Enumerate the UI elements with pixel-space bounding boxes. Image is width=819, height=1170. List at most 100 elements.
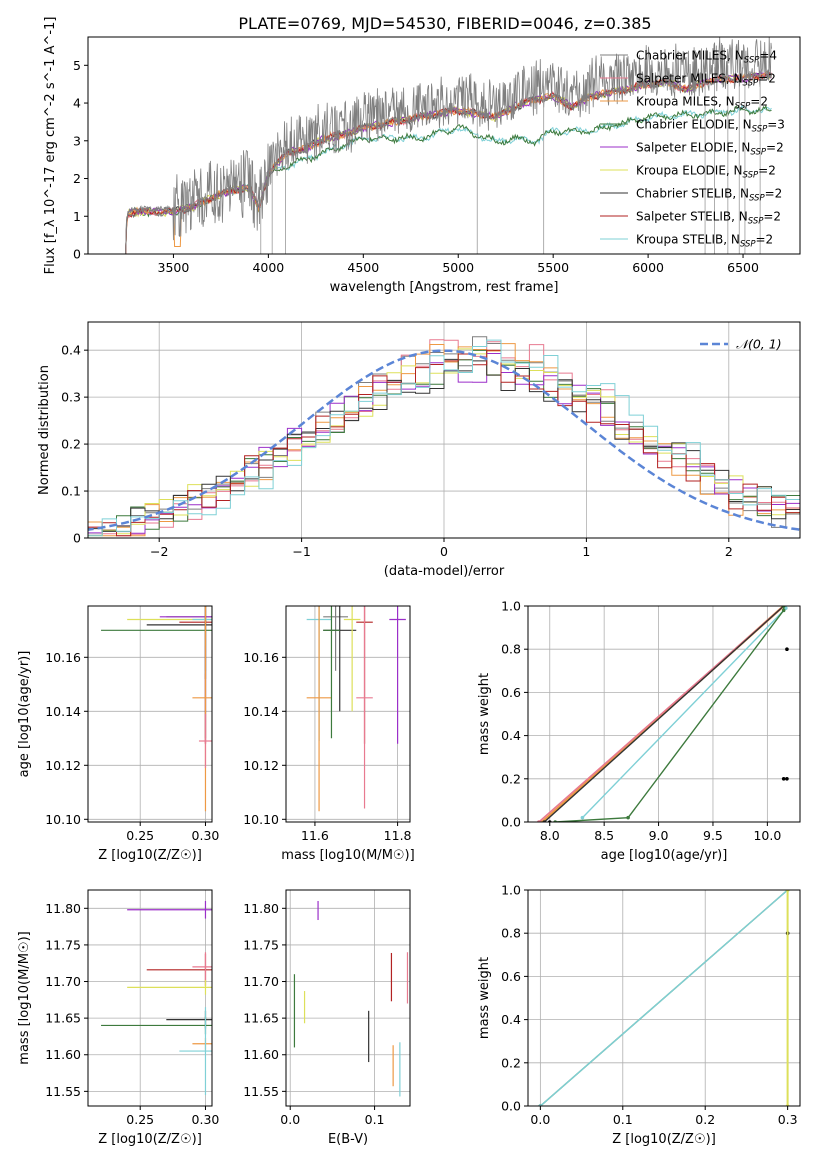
- y-axis-label: Normed distribution: [37, 365, 52, 495]
- y-tick-label: 0.6: [501, 969, 521, 984]
- x-tick-label: 9.5: [703, 828, 723, 843]
- axes-frame: [527, 605, 801, 823]
- mass-weight-point: [626, 815, 630, 820]
- x-tick-label: 8.5: [594, 828, 614, 843]
- x-tick-label: 0: [440, 544, 448, 559]
- mass-weight-point: [785, 777, 789, 781]
- y-tick-label: 0.1: [61, 484, 81, 499]
- x-axis-label: Z [log10(Z/Z☉)]: [98, 848, 202, 863]
- x-tick-label: 11.8: [384, 828, 412, 843]
- plot-area: [537, 606, 789, 822]
- x-tick-label: 8.0: [540, 828, 560, 843]
- y-axis-label: mass weight: [477, 957, 492, 1039]
- x-tick-label: 6500: [727, 260, 759, 275]
- y-tick-label: 0.0: [501, 815, 521, 830]
- x-tick-label: 0.25: [126, 1112, 154, 1127]
- x-axis-label: Z [log10(Z/Z☉)]: [612, 1132, 716, 1147]
- x-tick-label: 4000: [252, 260, 284, 275]
- y-tick-label: 10.12: [45, 758, 81, 773]
- y-tick-label: 11.55: [243, 1084, 279, 1099]
- mass-weight-vs-metallicity-panel: 0.0 0.1 0.2 0.3 0.0 0.2 0.4 0.6 0.8 1.0 Z [log10(Z…: [477, 883, 801, 1147]
- legend-label: Chabrier MILES, NSSP=4: [636, 49, 777, 66]
- axes-frame: [527, 889, 801, 1107]
- axes-frame: [87, 605, 213, 823]
- x-tick-label: 0.2: [695, 1112, 715, 1127]
- y-tick-label: 10.10: [45, 812, 81, 827]
- mass-weight-point: [785, 647, 789, 651]
- x-tick-label: 0.0: [530, 1112, 550, 1127]
- y-tick-label: 0: [73, 247, 81, 262]
- axes-frame: [285, 605, 411, 823]
- y-tick-label: 4: [73, 96, 81, 111]
- legend-label: Chabrier ELODIE, NSSP=3: [636, 118, 785, 135]
- y-tick-label: 0.8: [501, 642, 521, 657]
- y-tick-label: 1.0: [501, 599, 521, 614]
- y-tick-label: 0.4: [61, 343, 81, 358]
- mass-weight-vs-age-panel: 8.0 8.5 9.0 9.5 10.0 0.0 0.2 0.4 0.6 0.8 1.0 age [l…: [477, 599, 801, 863]
- residual-histogram-step: [88, 339, 800, 537]
- y-tick-label: 0.8: [501, 926, 521, 941]
- axes-background: [88, 37, 800, 254]
- age-vs-mass-panel: 11.6 11.8 10.10 10.12 10.14 10.16 mass [log10(…: [243, 605, 415, 863]
- observed-spectrum-line: [122, 37, 772, 254]
- y-tick-label: 0: [73, 531, 81, 546]
- normal-distribution-curve: [88, 349, 800, 532]
- y-tick-label: 10.12: [243, 758, 279, 773]
- y-tick-label: 0.2: [501, 771, 521, 786]
- y-tick-label: 0.3: [61, 390, 81, 405]
- plot-area: [538, 890, 790, 1106]
- y-tick-label: 11.65: [45, 1011, 81, 1026]
- y-tick-label: 10.16: [45, 650, 81, 665]
- y-axis-label: age [log10(age/yr)]: [17, 651, 32, 778]
- y-tick-label: 0.0: [501, 1099, 521, 1114]
- figure-title: PLATE=0769, MJD=54530, FIBERID=0046, z=0…: [238, 14, 651, 33]
- plot-area: [101, 606, 212, 812]
- x-axis-label: age [log10(age/yr)]: [601, 848, 728, 863]
- spectrum-panel: 3500 4000 4500 5000 5500 6000 6500 0 1 2 3 4 5 wavele…: [43, 17, 801, 295]
- x-tick-label: 2: [725, 544, 733, 559]
- x-tick-label: 9.0: [649, 828, 669, 843]
- x-tick-label: 0.0: [280, 1112, 300, 1127]
- y-tick-label: 0.2: [501, 1055, 521, 1070]
- y-tick-label: 10.10: [243, 812, 279, 827]
- plot-area: [88, 336, 800, 537]
- plot-area: [293, 900, 409, 1097]
- y-axis-label: Flux [f_λ 10^-17 erg cm^-2 s^-1 A^-1]: [43, 17, 58, 275]
- residual-histogram-step: [88, 339, 800, 537]
- plot-area: [101, 900, 212, 1096]
- x-tick-label: 0.30: [192, 1112, 220, 1127]
- y-tick-label: 10.16: [243, 650, 279, 665]
- x-tick-label: 5000: [442, 260, 474, 275]
- mass-weight-line: [543, 606, 785, 822]
- x-axis-label: mass [log10(M/M☉)]: [281, 848, 414, 863]
- y-tick-label: 11.80: [243, 901, 279, 916]
- mass-weight-line: [581, 607, 787, 819]
- y-tick-label: 5: [73, 58, 81, 73]
- x-tick-label: 5500: [537, 260, 569, 275]
- y-tick-label: 1.0: [501, 883, 521, 898]
- mass-weight-point: [781, 608, 786, 613]
- y-tick-label: 10.14: [45, 704, 81, 719]
- x-tick-label: 0.1: [613, 1112, 633, 1127]
- y-axis-label: mass [log10(M/M☉)]: [17, 931, 32, 1064]
- legend-label: Kroupa ELODIE, NSSP=2: [636, 164, 776, 181]
- y-tick-label: 11.60: [243, 1047, 279, 1062]
- y-tick-label: 11.80: [45, 901, 81, 916]
- x-axis-label: wavelength [Angstrom, rest frame]: [330, 280, 559, 295]
- y-tick-label: 11.65: [243, 1011, 279, 1026]
- age-vs-metallicity-panel: 0.25 0.30 10.10 10.12 10.14 10.16 Z [log10(Z/Z…: [17, 605, 219, 863]
- x-tick-label: 0.1: [365, 1112, 385, 1127]
- y-tick-label: 10.14: [243, 704, 279, 719]
- x-tick-label: −2: [150, 544, 168, 559]
- y-tick-label: 2: [73, 171, 81, 186]
- legend-label: Kroupa STELIB, NSSP=2: [636, 233, 773, 250]
- y-tick-label: 0.2: [61, 437, 81, 452]
- x-axis-label: Z [log10(Z/Z☉)]: [98, 1132, 202, 1147]
- residual-histogram-step: [88, 358, 800, 532]
- axes-frame: [87, 889, 213, 1107]
- legend-label: Salpeter STELIB, NSSP=2: [636, 210, 781, 227]
- y-tick-label: 1: [73, 209, 81, 224]
- x-tick-label: 6000: [632, 260, 664, 275]
- axes-frame: [87, 36, 801, 255]
